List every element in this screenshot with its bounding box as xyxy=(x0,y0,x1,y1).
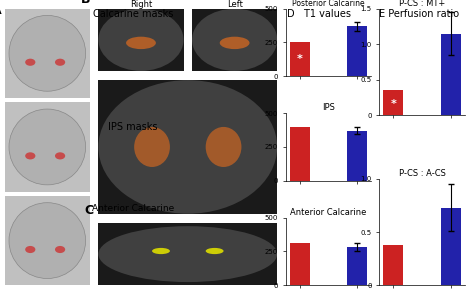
Text: Calcarine masks: Calcarine masks xyxy=(92,9,173,19)
Ellipse shape xyxy=(220,37,249,49)
Bar xyxy=(440,207,461,285)
Title: Right: Right xyxy=(130,0,152,9)
Text: D   T1 values: D T1 values xyxy=(287,9,351,19)
Ellipse shape xyxy=(99,9,183,71)
Ellipse shape xyxy=(55,59,65,66)
Bar xyxy=(347,26,367,76)
Ellipse shape xyxy=(99,226,277,282)
Ellipse shape xyxy=(192,9,277,71)
Text: *: * xyxy=(297,54,302,64)
Ellipse shape xyxy=(206,248,224,254)
Ellipse shape xyxy=(9,15,86,91)
Bar xyxy=(290,127,310,181)
Title: Anterior Calcarine: Anterior Calcarine xyxy=(290,208,366,217)
Bar xyxy=(290,42,310,76)
Ellipse shape xyxy=(152,248,170,254)
Title: Posterior Calcarine: Posterior Calcarine xyxy=(292,0,365,8)
Bar xyxy=(290,243,310,285)
Bar xyxy=(440,33,461,115)
Ellipse shape xyxy=(9,109,86,185)
Text: IPS masks: IPS masks xyxy=(108,122,157,132)
Text: C: C xyxy=(84,204,93,217)
Title: P-CS : A-CS: P-CS : A-CS xyxy=(399,169,446,178)
Title: P-CS : MT+: P-CS : MT+ xyxy=(399,0,445,8)
Text: B: B xyxy=(82,0,91,6)
Text: R: R xyxy=(14,290,21,291)
Ellipse shape xyxy=(99,80,277,214)
Bar xyxy=(347,131,367,181)
Title: Left: Left xyxy=(227,0,243,9)
Title: IPS: IPS xyxy=(322,104,335,112)
Text: Anterior Calcarine: Anterior Calcarine xyxy=(91,204,174,213)
Text: L: L xyxy=(74,290,80,291)
Bar xyxy=(347,247,367,285)
Bar xyxy=(383,90,403,115)
Ellipse shape xyxy=(126,37,156,49)
Bar xyxy=(383,245,403,285)
Ellipse shape xyxy=(25,246,36,253)
Ellipse shape xyxy=(25,59,36,66)
Ellipse shape xyxy=(25,152,36,159)
Text: A: A xyxy=(0,4,1,17)
Ellipse shape xyxy=(55,246,65,253)
Text: E Perfusion ratio: E Perfusion ratio xyxy=(379,9,459,19)
Ellipse shape xyxy=(55,152,65,159)
Ellipse shape xyxy=(206,127,241,167)
Text: *: * xyxy=(391,99,396,109)
Ellipse shape xyxy=(134,127,170,167)
Ellipse shape xyxy=(9,203,86,278)
